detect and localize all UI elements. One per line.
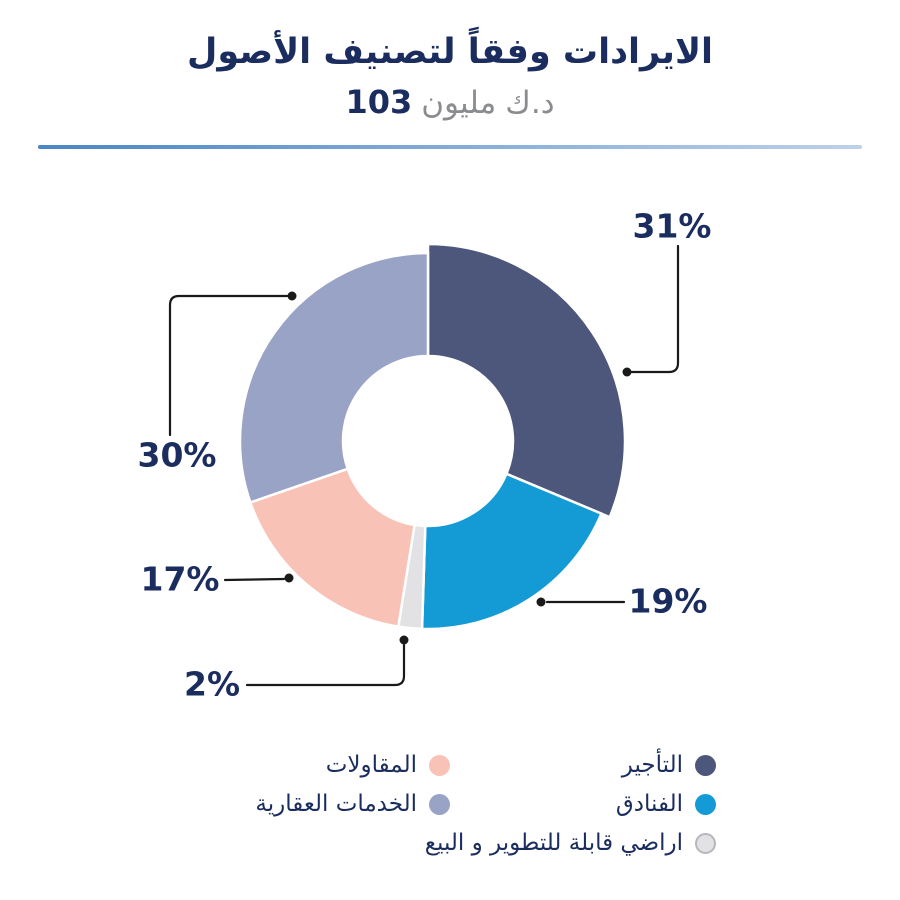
legend-label-land: اراضي قابلة للتطوير و البيع <box>424 830 683 856</box>
legend-label-hotels: الفنادق <box>615 791 683 817</box>
leader-dot-land <box>399 635 409 645</box>
legend-right-column: التأجير الفنادق اراضي قابلة للتطوير و ال… <box>425 752 716 856</box>
percent-label-contracting: 17% <box>140 559 220 599</box>
donut-slice-0 <box>426 242 627 519</box>
legend-label-contracting: المقاولات <box>325 752 417 778</box>
total-amount-value: 103 <box>345 83 413 121</box>
leader-line-contracting <box>223 577 286 582</box>
leader-dot-services <box>287 291 297 301</box>
leader-line-leasing <box>630 244 680 374</box>
legend-label-services: الخدمات العقارية <box>255 791 417 817</box>
legend-item-land: اراضي قابلة للتطوير و البيع <box>425 830 716 856</box>
legend-item-leasing: التأجير <box>622 752 716 778</box>
donut-slice-1 <box>420 472 604 631</box>
leader-dot-contracting <box>284 573 294 583</box>
amount-unit-currency: د.ك <box>505 85 555 121</box>
total-amount-line: 103 مليون د.ك <box>0 82 900 123</box>
leader-line-services <box>168 294 289 437</box>
leader-lines <box>168 244 680 687</box>
legend-dot-hotels-icon <box>695 793 716 815</box>
legend-dot-leasing-icon <box>695 754 716 776</box>
percent-label-land: 2% <box>183 664 241 704</box>
percent-label-services: 30% <box>137 435 217 475</box>
legend-left-column: المقاولات الخدمات العقارية <box>255 752 450 817</box>
legend-dot-land-icon <box>695 832 716 854</box>
legend-item-services: الخدمات العقارية <box>255 791 450 817</box>
leader-line-land <box>245 643 406 687</box>
legend-label-leasing: التأجير <box>621 752 683 778</box>
legend-dot-services-icon <box>429 793 450 815</box>
percent-label-leasing: 31% <box>632 206 712 246</box>
amount-unit-million: مليون <box>421 85 497 121</box>
percent-label-hotels: 19% <box>628 581 708 621</box>
page-title: الايرادات وفقاً لتصنيف الأصول <box>186 32 714 72</box>
legend-item-hotels: الفنادق <box>616 791 716 817</box>
donut-slice-3 <box>248 467 417 629</box>
leader-dot-leasing <box>622 367 632 377</box>
donut-slice-4 <box>238 251 430 505</box>
legend-item-contracting: المقاولات <box>326 752 450 778</box>
legend-dot-contracting-icon <box>429 754 450 776</box>
leader-dot-hotels <box>536 597 546 607</box>
donut-slices <box>238 242 627 631</box>
title-divider <box>38 145 862 149</box>
